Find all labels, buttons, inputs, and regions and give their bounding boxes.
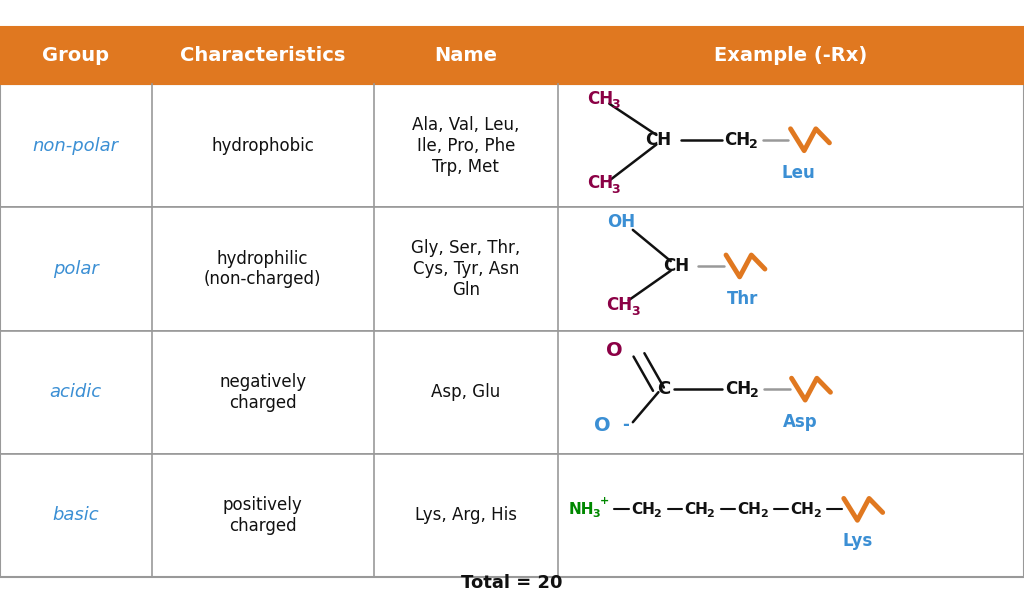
Text: C: C <box>657 380 670 398</box>
Text: Total = 20: Total = 20 <box>461 574 563 592</box>
Text: NH: NH <box>568 502 594 517</box>
Text: CH: CH <box>737 502 761 517</box>
FancyBboxPatch shape <box>0 207 1024 331</box>
Text: +: + <box>600 496 609 506</box>
Text: Thr: Thr <box>727 290 758 308</box>
Text: CH: CH <box>791 502 814 517</box>
Text: 3: 3 <box>611 183 620 195</box>
Text: Ala, Val, Leu,
Ile, Pro, Phe
Trp, Met: Ala, Val, Leu, Ile, Pro, Phe Trp, Met <box>413 116 519 175</box>
Text: 2: 2 <box>749 138 758 151</box>
Text: O: O <box>594 416 610 435</box>
Text: CH: CH <box>724 131 751 148</box>
Text: CH: CH <box>684 502 708 517</box>
Text: 3: 3 <box>631 305 639 317</box>
Text: Name: Name <box>434 46 498 65</box>
Text: basic: basic <box>52 507 99 524</box>
Text: 2: 2 <box>750 388 759 400</box>
Text: non-polar: non-polar <box>33 137 119 154</box>
Text: 2: 2 <box>760 509 768 519</box>
Text: CH: CH <box>631 502 654 517</box>
Text: O: O <box>606 341 623 359</box>
FancyBboxPatch shape <box>0 84 1024 207</box>
Text: Leu: Leu <box>782 164 815 182</box>
Text: Example (-Rx): Example (-Rx) <box>715 46 867 65</box>
Text: OH: OH <box>607 213 635 231</box>
FancyBboxPatch shape <box>0 454 1024 577</box>
Text: CH: CH <box>725 380 752 398</box>
Text: 2: 2 <box>653 509 662 519</box>
Text: Asp, Glu: Asp, Glu <box>431 383 501 401</box>
FancyBboxPatch shape <box>0 27 1024 84</box>
Text: acidic: acidic <box>50 383 101 401</box>
Text: -: - <box>623 416 630 434</box>
FancyBboxPatch shape <box>0 331 1024 454</box>
Text: 3: 3 <box>611 99 620 111</box>
Text: positively
charged: positively charged <box>223 496 302 535</box>
Text: hydrophobic: hydrophobic <box>211 137 314 154</box>
Text: CH: CH <box>587 174 613 192</box>
Text: hydrophilic
(non-charged): hydrophilic (non-charged) <box>204 249 322 288</box>
Text: 2: 2 <box>707 509 715 519</box>
Text: 2: 2 <box>813 509 821 519</box>
Text: Asp: Asp <box>782 413 817 431</box>
Text: Lys: Lys <box>843 532 873 549</box>
Text: Lys, Arg, His: Lys, Arg, His <box>415 507 517 524</box>
Text: CH: CH <box>606 296 633 314</box>
Text: CH: CH <box>663 257 689 275</box>
Text: Characteristics: Characteristics <box>180 46 345 65</box>
Text: 3: 3 <box>592 508 599 519</box>
Text: Gly, Ser, Thr,
Cys, Tyr, Asn
Gln: Gly, Ser, Thr, Cys, Tyr, Asn Gln <box>412 239 520 299</box>
Text: polar: polar <box>53 260 98 278</box>
Text: negatively
charged: negatively charged <box>219 373 306 412</box>
Text: Group: Group <box>42 46 110 65</box>
Text: CH: CH <box>645 131 672 148</box>
Text: CH: CH <box>587 90 613 108</box>
